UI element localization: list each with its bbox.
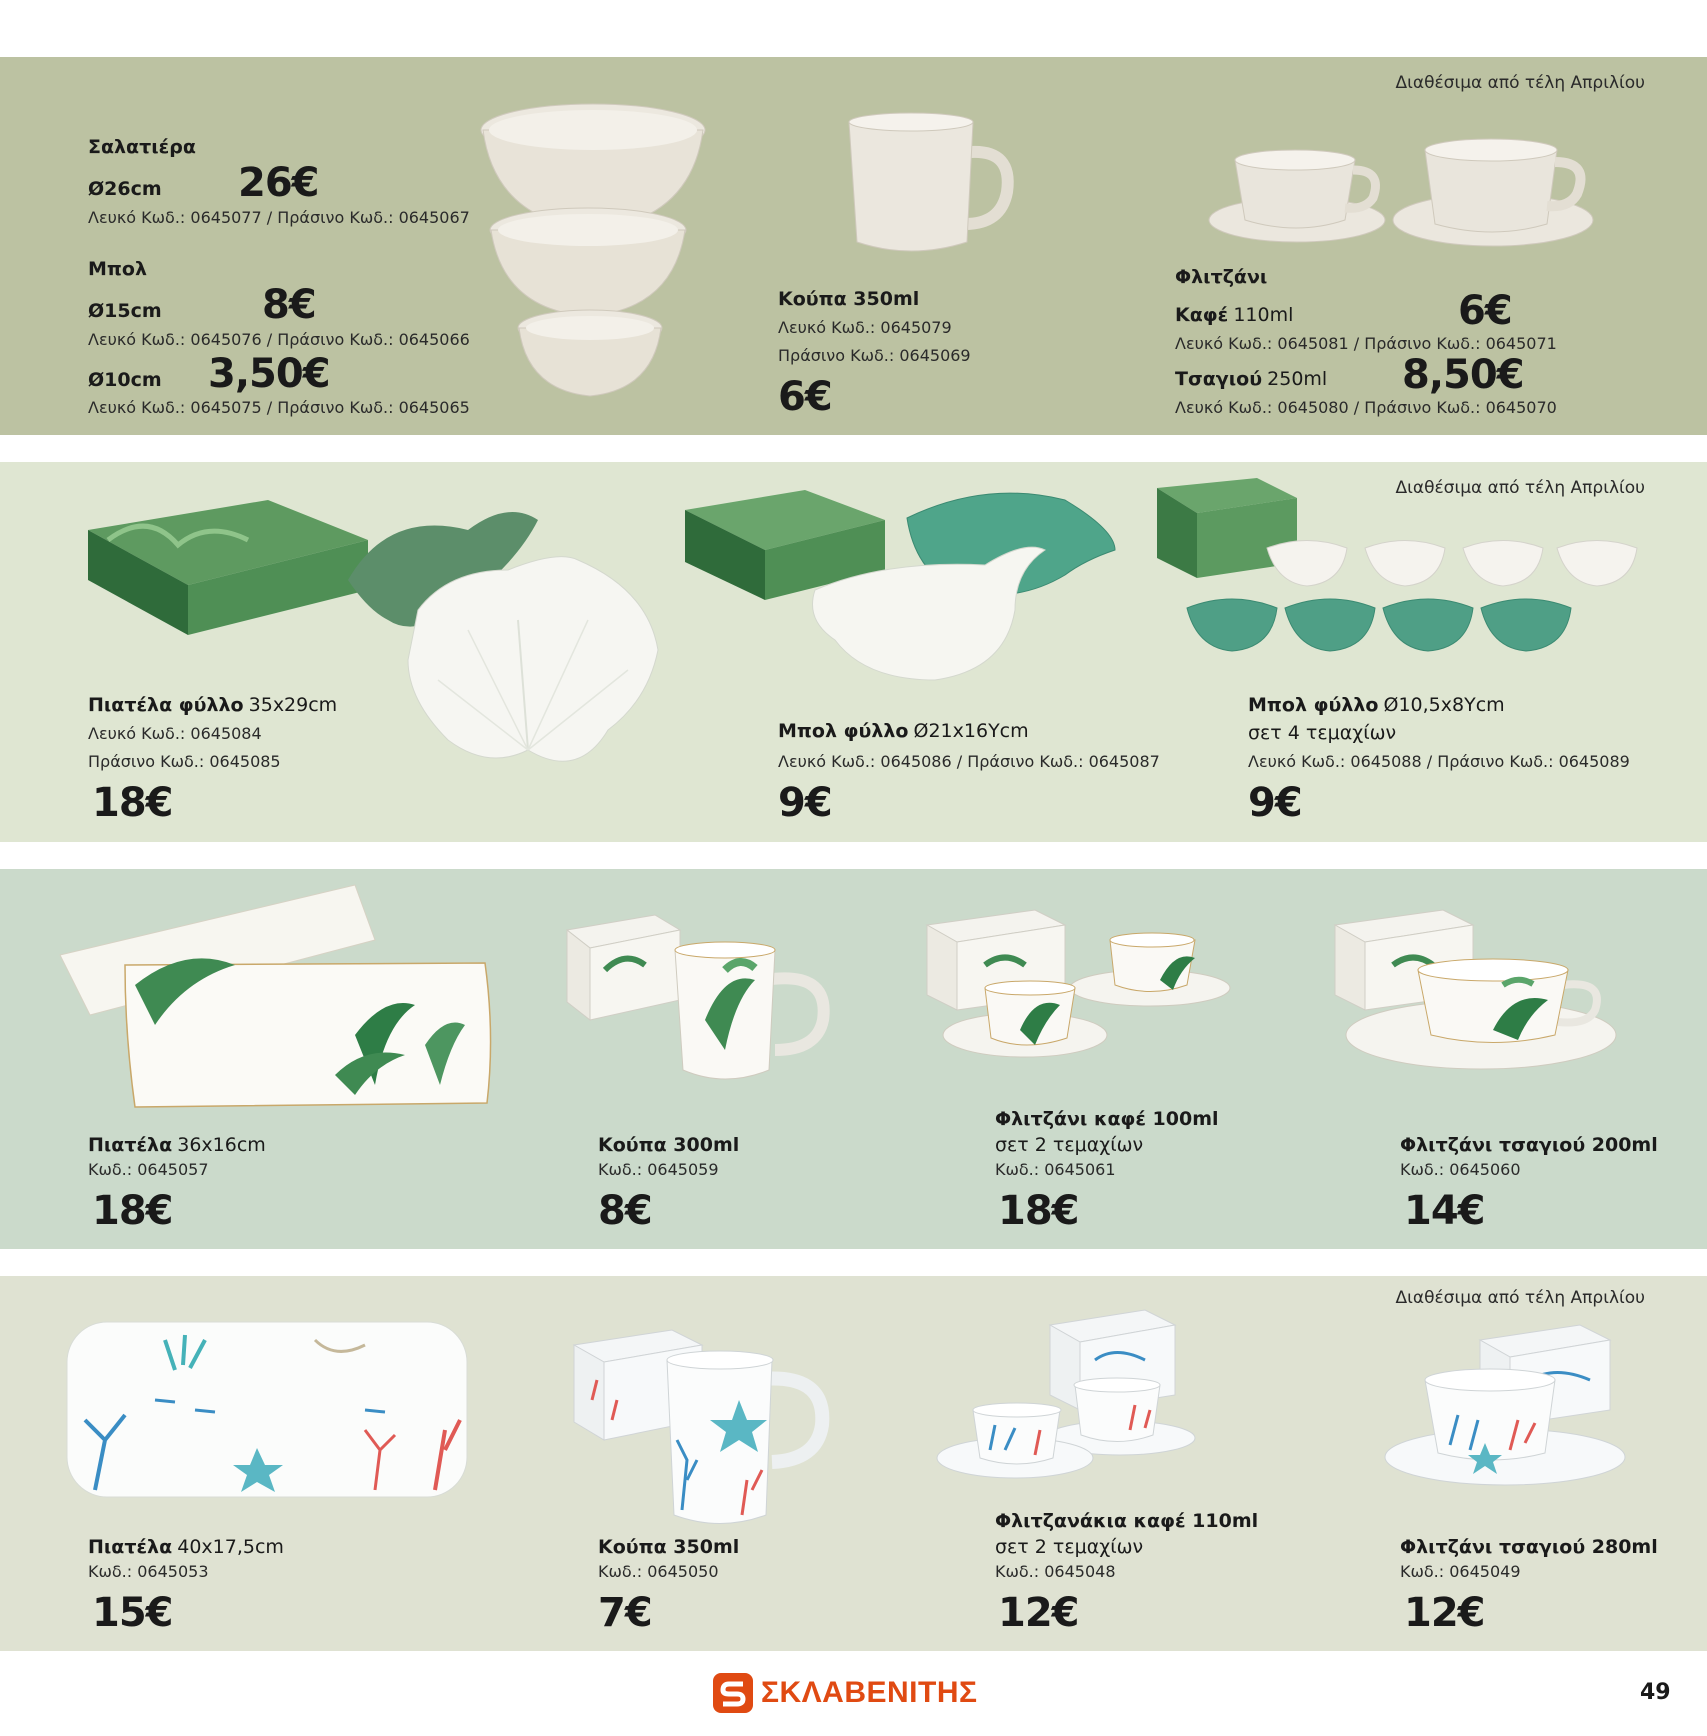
- tropical-coffee-cups-price: 18€: [998, 1188, 1079, 1234]
- bowl-size-10: Ø10cm: [88, 369, 162, 391]
- coral-coffee-cups-subtitle: σετ 2 τεμαχίων: [995, 1536, 1144, 1558]
- salad-bowl-price: 26€: [238, 160, 319, 206]
- tea-cup-price: 8,50€: [1402, 352, 1525, 398]
- mug-350-code-white: Λευκό Κωδ.: 0645079: [778, 318, 952, 337]
- tropical-mug-image: [565, 914, 830, 1080]
- white-mug-image: [848, 112, 1014, 252]
- bowl-codes-10: Λευκό Κωδ.: 0645075 / Πράσινο Κωδ.: 0645…: [88, 398, 470, 417]
- tea-cup-codes: Λευκό Κωδ.: 0645080 / Πράσινο Κωδ.: 0645…: [1175, 398, 1557, 417]
- tropical-platter-title: Πιατέλα: [88, 1134, 173, 1156]
- cup-title: Φλιτζάνι: [1175, 266, 1268, 288]
- coral-coffee-cups-price: 12€: [998, 1590, 1079, 1636]
- bowl-codes-15: Λευκό Κωδ.: 0645076 / Πράσινο Κωδ.: 0645…: [88, 330, 470, 349]
- tropical-mug-code: Κωδ.: 0645059: [598, 1160, 719, 1179]
- leaf-bowl-title: Μπολ φύλλο: [778, 720, 909, 742]
- tropical-coffee-cups-image: [925, 909, 1231, 1058]
- coral-tea-cup-code: Κωδ.: 0645049: [1400, 1562, 1521, 1581]
- coral-mug-code: Κωδ.: 0645050: [598, 1562, 719, 1581]
- brand-logo: ΣΚΛΑΒΕΝΙΤΗΣ: [713, 1673, 978, 1713]
- coral-platter-code: Κωδ.: 0645053: [88, 1562, 209, 1581]
- coral-tea-cup-title: Φλιτζάνι τσαγιού 280ml: [1400, 1536, 1658, 1558]
- tropical-coffee-cups-subtitle: σετ 2 τεμαχίων: [995, 1134, 1144, 1156]
- leaf-platter-image: [88, 500, 659, 762]
- coral-coffee-cups-code: Κωδ.: 0645048: [995, 1562, 1116, 1581]
- salad-bowl-size: Ø26cm: [88, 178, 162, 200]
- coral-coffee-cups-title: Φλιτζανάκια καφέ 110ml: [995, 1510, 1259, 1532]
- mug-350-title: Κούπα 350ml: [778, 288, 920, 310]
- tropical-tea-cup-image: [1333, 909, 1617, 1070]
- tropical-coffee-cups-code: Κωδ.: 0645061: [995, 1160, 1116, 1179]
- coffee-cup-codes: Λευκό Κωδ.: 0645081 / Πράσινο Κωδ.: 0645…: [1175, 334, 1557, 353]
- availability-note: Διαθέσιμα από τέλη Απριλίου: [1395, 1288, 1646, 1308]
- tea-cup-label: Τσαγιού: [1175, 368, 1263, 390]
- tropical-coffee-cups-title: Φλιτζάνι καφέ 100ml: [995, 1108, 1219, 1130]
- leaf-platter-title: Πιατέλα φύλλο: [88, 694, 244, 716]
- coral-mug-image: [572, 1329, 830, 1524]
- coral-tea-cup-image: [1384, 1324, 1626, 1486]
- coral-platter-size: 40x17,5cm: [177, 1536, 284, 1558]
- tropical-platter-price: 18€: [92, 1188, 173, 1234]
- bowl-size-15: Ø15cm: [88, 300, 162, 322]
- leaf-bowl-set-subtitle: σετ 4 τεμαχίων: [1248, 722, 1397, 744]
- tropical-tea-cup-price: 14€: [1404, 1188, 1485, 1234]
- brand-mark-icon: [713, 1673, 753, 1713]
- salad-bowl-title: Σαλατιέρα: [88, 136, 196, 158]
- tropical-platter-size: 36x16cm: [177, 1134, 266, 1156]
- coral-mug-price: 7€: [598, 1590, 653, 1636]
- coffee-cup-price: 6€: [1458, 288, 1513, 334]
- tropical-tea-cup-code: Κωδ.: 0645060: [1400, 1160, 1521, 1179]
- leaf-bowl-image: [685, 490, 1116, 681]
- tropical-mug-price: 8€: [598, 1188, 653, 1234]
- tea-cup-size: 250ml: [1267, 368, 1328, 390]
- coral-platter-price: 15€: [92, 1590, 173, 1636]
- tropical-mug-title: Κούπα 300ml: [598, 1134, 740, 1156]
- leaf-platter-code-green: Πράσινο Κωδ.: 0645085: [88, 752, 281, 771]
- mug-350-code-green: Πράσινο Κωδ.: 0645069: [778, 346, 971, 365]
- mug-350-price: 6€: [778, 374, 833, 420]
- coffee-cup-label: Καφέ: [1175, 304, 1229, 326]
- leaf-bowl-codes: Λευκό Κωδ.: 0645086 / Πράσινο Κωδ.: 0645…: [778, 752, 1160, 771]
- coffee-cup-size: 110ml: [1233, 304, 1294, 326]
- page-number: 49: [1640, 1680, 1671, 1705]
- leaf-bowl-size: Ø21x16Ycm: [913, 720, 1029, 742]
- white-cups-saucers-image: [1208, 138, 1594, 247]
- bowl-price-10: 3,50€: [208, 351, 331, 397]
- bowl-price-15: 8€: [262, 282, 317, 328]
- tropical-platter-image: [59, 884, 492, 1108]
- availability-note: Διαθέσιμα από τέλη Απριλίου: [1395, 478, 1646, 498]
- leaf-bowl-price: 9€: [778, 780, 833, 826]
- leaf-bowl-set-codes: Λευκό Κωδ.: 0645088 / Πράσινο Κωδ.: 0645…: [1248, 752, 1630, 771]
- coral-tea-cup-price: 12€: [1404, 1590, 1485, 1636]
- coral-mug-title: Κούπα 350ml: [598, 1536, 740, 1558]
- availability-note: Διαθέσιμα από τέλη Απριλίου: [1395, 73, 1646, 93]
- bowl-title: Μπολ: [88, 258, 148, 280]
- leaf-platter-price: 18€: [92, 780, 173, 826]
- leaf-bowl-set-title: Μπολ φύλλο: [1248, 694, 1379, 716]
- leaf-bowl-set-image: [1157, 478, 1638, 652]
- leaf-bowl-set-price: 9€: [1248, 780, 1303, 826]
- coral-platter-image: [66, 1321, 468, 1498]
- stacked-bowls-image: [480, 103, 706, 397]
- leaf-platter-size: 35x29cm: [248, 694, 338, 716]
- coral-platter-title: Πιατέλα: [88, 1536, 173, 1558]
- tropical-tea-cup-title: Φλιτζάνι τσαγιού 200ml: [1400, 1134, 1658, 1156]
- coral-coffee-cups-image: [936, 1309, 1196, 1479]
- brand-name: ΣΚΛΑΒΕΝΙΤΗΣ: [761, 1676, 978, 1709]
- salad-bowl-codes: Λευκό Κωδ.: 0645077 / Πράσινο Κωδ.: 0645…: [88, 208, 470, 227]
- leaf-bowl-set-size: Ø10,5x8Ycm: [1383, 694, 1505, 716]
- leaf-platter-code-white: Λευκό Κωδ.: 0645084: [88, 724, 262, 743]
- tropical-platter-code: Κωδ.: 0645057: [88, 1160, 209, 1179]
